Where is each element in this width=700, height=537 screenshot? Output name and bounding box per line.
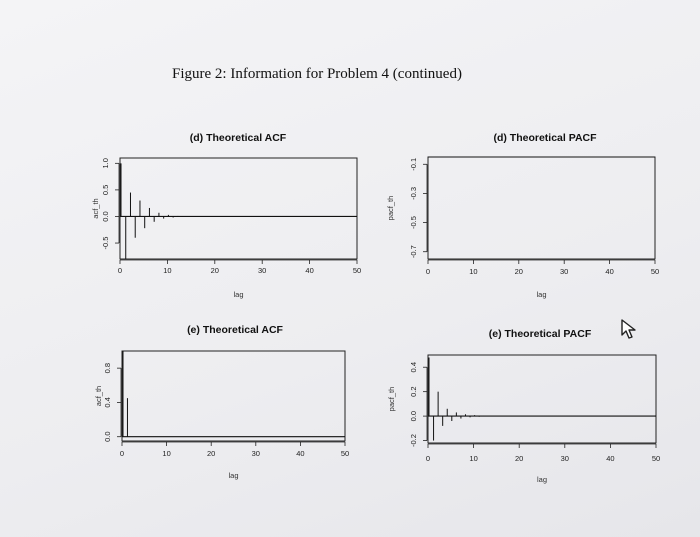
x-tick-label: 30	[560, 267, 568, 276]
x-tick-label: 40	[605, 267, 613, 276]
y-tick-label: 1.0	[101, 158, 110, 168]
y-tick-label: 0.8	[103, 363, 112, 373]
y-tick-label: -0.1	[409, 158, 418, 171]
plot-frame	[427, 354, 657, 444]
chart-title: (d) Theoretical PACF	[493, 132, 597, 144]
y-tick-label: -0.7	[409, 245, 418, 258]
y-tick-label: 0.0	[409, 411, 418, 421]
y-axis-label: acf_th	[94, 386, 103, 406]
chart-title: (d) Theoretical ACF	[190, 132, 287, 144]
plot-frame	[427, 156, 656, 260]
x-tick-label: 0	[118, 266, 122, 275]
x-tick-label: 20	[207, 449, 215, 458]
x-tick-label: 20	[211, 266, 219, 275]
x-axis-label: lag	[537, 475, 547, 484]
x-tick-label: 20	[515, 267, 523, 276]
x-tick-label: 20	[515, 454, 523, 463]
x-tick-label: 0	[120, 449, 124, 458]
x-tick-label: 40	[305, 266, 313, 275]
x-tick-label: 50	[341, 449, 349, 458]
x-tick-label: 40	[296, 449, 304, 458]
x-tick-label: 50	[651, 267, 659, 276]
x-tick-label: 50	[353, 266, 361, 275]
chart-title: (e) Theoretical PACF	[489, 328, 592, 340]
plot-frame	[119, 157, 358, 260]
plot-frame	[121, 350, 346, 442]
figure-title: Figure 2: Information for Problem 4 (con…	[172, 66, 462, 82]
chart-panel-1: (d) Theoretical PACF 0 10 20 30 40 50 lag -0.7 -0…	[386, 132, 659, 299]
x-tick-label: 10	[469, 454, 477, 463]
chart-panel-2: (e) Theoretical ACF 0 10 20 30 40 50 lag 0.0 0.4 0…	[94, 324, 349, 480]
x-axis-label: lag	[228, 471, 238, 480]
chart-panel-3: (e) Theoretical PACF 0 10 20 30 40 50 lag -0.2 0.…	[387, 328, 660, 484]
y-tick-label: 0.5	[101, 185, 110, 195]
y-axis-label: pacf_th	[386, 196, 395, 221]
mouse-pointer-icon	[621, 319, 636, 339]
x-tick-label: 30	[252, 449, 260, 458]
y-tick-label: 0.2	[409, 386, 418, 396]
y-tick-label: 0.0	[103, 431, 112, 441]
x-axis-label: lag	[233, 290, 243, 299]
y-tick-label: -0.5	[409, 216, 418, 229]
x-tick-label: 0	[426, 454, 430, 463]
y-tick-label: -0.5	[101, 237, 110, 250]
chart-title: (e) Theoretical ACF	[187, 324, 283, 336]
x-axis-label: lag	[536, 290, 546, 299]
x-tick-label: 50	[652, 454, 660, 463]
y-tick-label: 0.4	[103, 397, 112, 407]
x-tick-label: 40	[606, 454, 614, 463]
x-tick-label: 0	[426, 267, 430, 276]
chart-panel-0: (d) Theoretical ACF 0 10 20 30 40 50 lag -0.5 0.0…	[91, 132, 361, 299]
x-tick-label: 10	[469, 267, 477, 276]
y-tick-label: 0.0	[101, 211, 110, 221]
y-tick-label: -0.2	[409, 434, 418, 447]
y-tick-label: -0.3	[409, 187, 418, 200]
y-tick-label: 0.4	[409, 362, 418, 372]
x-tick-label: 10	[162, 449, 170, 458]
x-tick-label: 30	[561, 454, 569, 463]
y-axis-label: acf_th	[91, 198, 100, 218]
y-axis-label: pacf_th	[387, 387, 396, 412]
x-tick-label: 10	[163, 266, 171, 275]
x-tick-label: 30	[258, 266, 266, 275]
